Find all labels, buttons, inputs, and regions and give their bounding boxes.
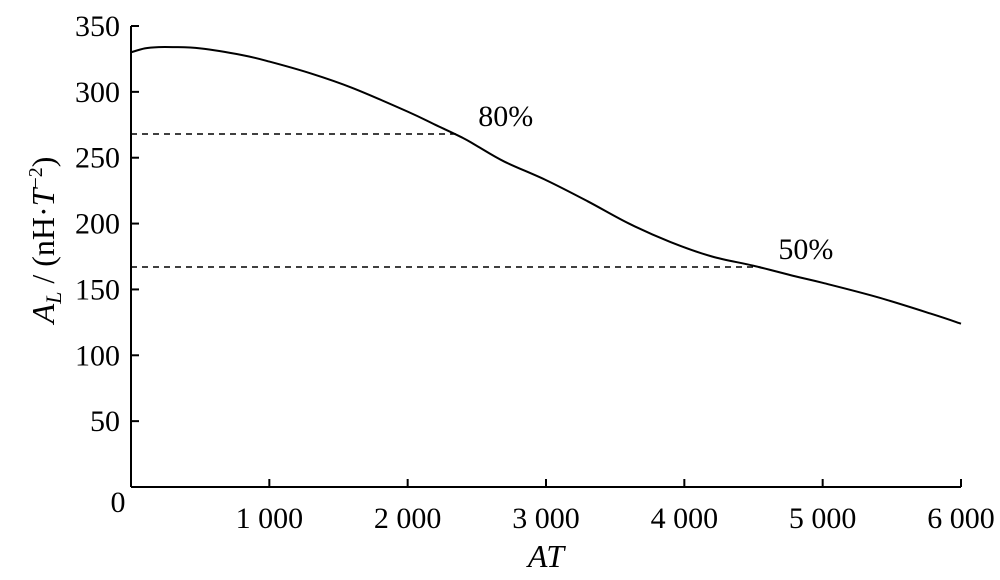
y-tick-label: 100 — [75, 339, 120, 372]
reference-label: 50% — [778, 233, 833, 266]
y-tick-label: 350 — [75, 10, 120, 43]
reference-label: 80% — [478, 100, 533, 133]
x-tick-label: 5 000 — [789, 502, 857, 535]
y-tick-label: 300 — [75, 76, 120, 109]
origin-tick-label: 0 — [111, 486, 126, 519]
y-axis-title-end: ) — [25, 157, 61, 168]
y-tick-label: 200 — [75, 208, 120, 241]
x-tick-label: 4 000 — [651, 502, 719, 535]
x-tick-label: 6 000 — [927, 502, 995, 535]
x-ticks: 1 000 2 000 3 000 4 000 5 000 6 000 — [236, 479, 995, 535]
y-axis-title-base: A — [25, 303, 61, 325]
x-tick-label: 1 000 — [236, 502, 304, 535]
series-line — [130, 45, 962, 325]
y-axis-title-sub: L — [41, 292, 66, 305]
annotations: 80% 50% — [478, 100, 833, 266]
y-axis-title: AL / (nH·T−2) — [25, 157, 66, 326]
y-tick-label: 50 — [90, 405, 120, 438]
x-axis-title: AT — [526, 538, 566, 574]
x-tick-label: 2 000 — [374, 502, 442, 535]
y-axis-title-sup: −2 — [25, 167, 47, 188]
axes — [130, 26, 961, 488]
y-axis-title-mid: / (nH· — [25, 206, 61, 291]
y-axis-title-italic: T — [25, 186, 61, 206]
y-ticks: 50 100 150 200 250 300 350 — [75, 10, 139, 438]
reference-lines — [131, 133, 761, 268]
y-tick-label: 150 — [75, 273, 120, 306]
y-tick-label: 250 — [75, 142, 120, 175]
x-tick-label: 3 000 — [512, 502, 580, 535]
